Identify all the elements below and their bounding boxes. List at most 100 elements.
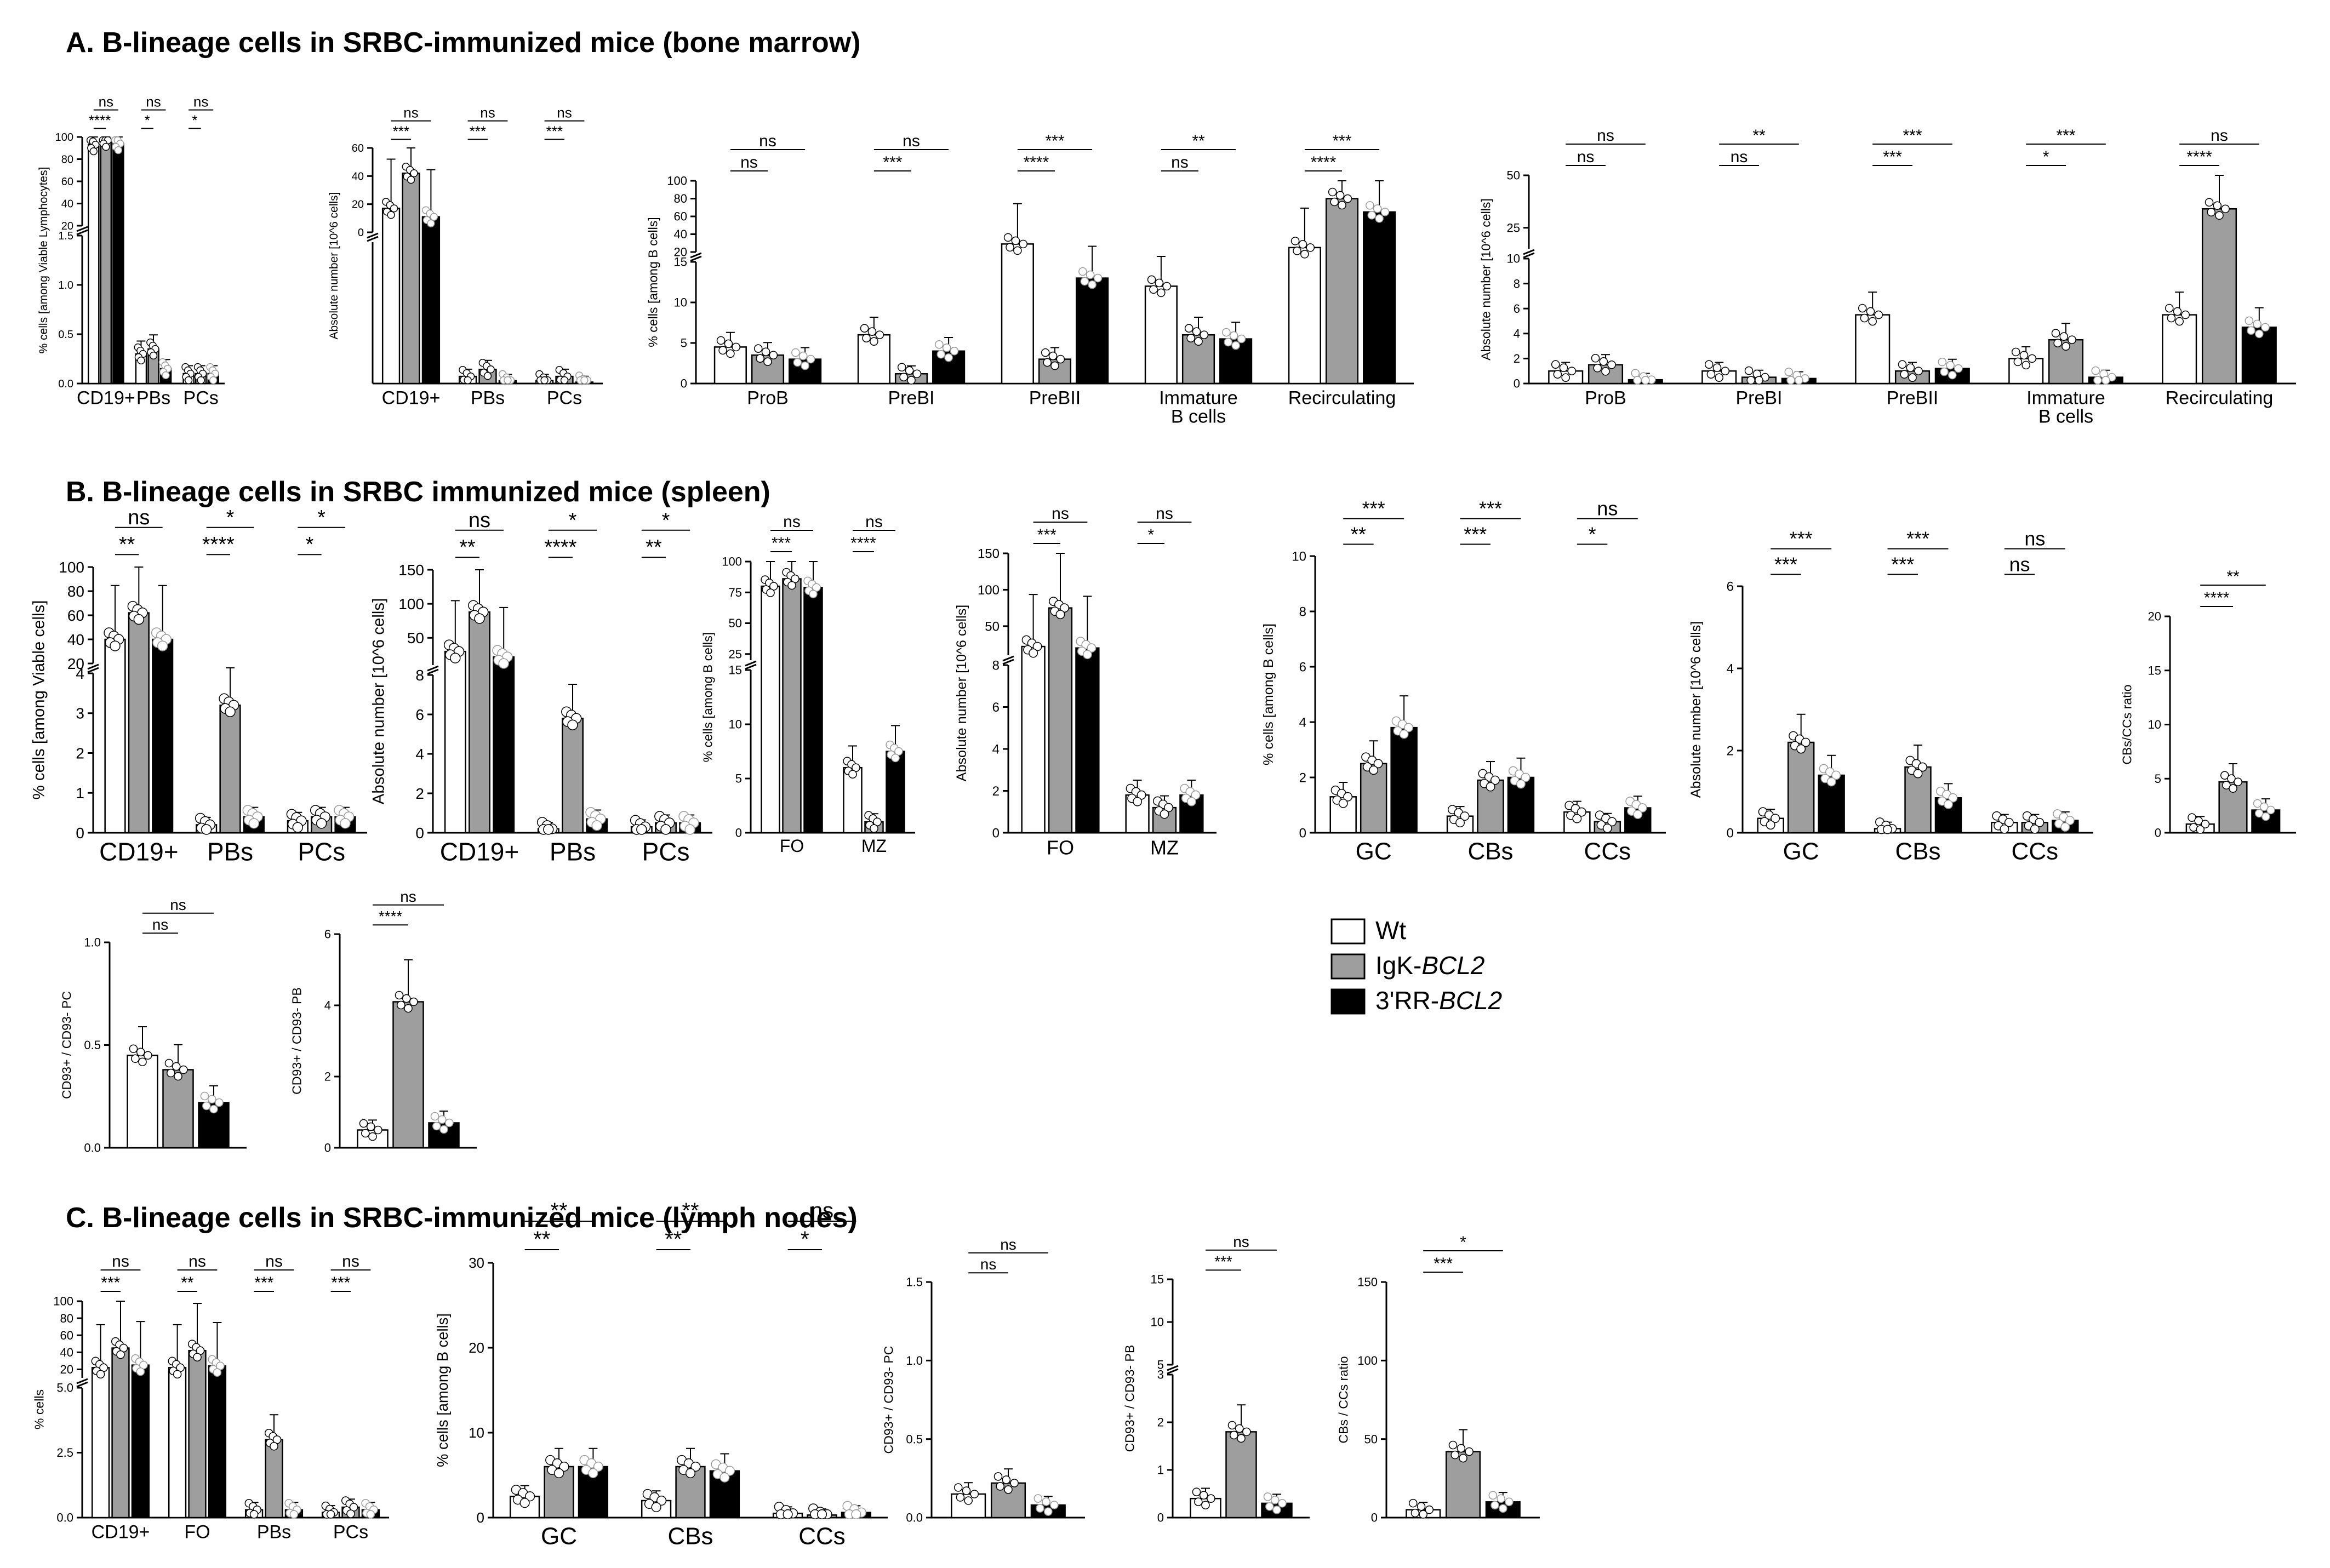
significance-label: ns (1000, 1236, 1016, 1253)
data-point (1222, 328, 1231, 337)
legend-label-igk-italic: BCL2 (1421, 951, 1484, 980)
data-point (1041, 348, 1050, 357)
data-point (1300, 250, 1309, 259)
data-point (2254, 809, 2264, 818)
data-point (1918, 762, 1927, 772)
bar-igk-bcl2 (1325, 198, 1359, 385)
data-point (848, 770, 857, 779)
data-point (651, 1502, 661, 1513)
significance-label: ns (1171, 153, 1189, 171)
data-point (543, 824, 554, 835)
data-point (2060, 822, 2070, 832)
x-tick-label: Recirculating (1288, 387, 1396, 408)
data-point (409, 997, 418, 1006)
data-point (2028, 354, 2037, 363)
data-point (1490, 1501, 1499, 1510)
significance-label: *** (1883, 148, 1902, 166)
y-tick-label: 20 (674, 245, 687, 259)
data-point (1088, 280, 1097, 289)
data-point (1419, 1510, 1427, 1519)
y-tick-label: 40 (352, 170, 364, 182)
significance-label: * (226, 506, 235, 529)
data-point (724, 339, 733, 348)
significance-label: **** (544, 536, 576, 559)
significance-label: *** (254, 1274, 273, 1292)
data-point (1343, 792, 1353, 802)
data-point (1900, 370, 1909, 379)
data-point (1954, 364, 1963, 373)
significance-label: *** (883, 153, 902, 171)
data-point (1591, 354, 1600, 363)
data-point (114, 146, 123, 154)
y-tick-label: 0.0 (56, 1511, 73, 1525)
y-tick-label: 20 (352, 199, 364, 211)
data-point (2234, 777, 2242, 786)
bar-3-rr-bcl2 (1363, 211, 1396, 385)
y-tick-label: 0.0 (906, 1511, 923, 1525)
significance-label: * (1589, 523, 1596, 545)
data-point (1293, 247, 1301, 255)
data-point (397, 1000, 406, 1010)
bar-wt (1288, 247, 1321, 385)
significance-label: *** (1214, 1253, 1232, 1270)
significance-label: *** (1037, 526, 1057, 544)
y-tick-label: 6 (1514, 302, 1520, 316)
data-point (897, 363, 906, 372)
data-point (1235, 1424, 1244, 1433)
axis-break-mark (427, 668, 439, 675)
data-point (1715, 373, 1723, 382)
x-tick-label: PreBII (1887, 387, 1938, 408)
data-point (1553, 370, 1562, 379)
significance-label: *** (1790, 528, 1813, 550)
x-tick-label: Immature (2026, 387, 2105, 408)
y-tick-label: 50 (407, 630, 424, 646)
data-point (1375, 214, 1384, 223)
y-tick-label: 60 (352, 142, 364, 154)
bar-igk-bcl2 (1225, 1431, 1257, 1519)
y-tick-label: 100 (55, 131, 73, 144)
y-tick-label: 2 (415, 785, 424, 802)
data-point (1744, 366, 1754, 375)
data-point (2035, 817, 2045, 827)
data-point (1042, 1497, 1050, 1506)
data-point (1036, 1504, 1044, 1513)
data-point (1133, 797, 1143, 806)
bar-3-rr-bcl2 (803, 587, 823, 834)
x-tick-label: CCs (1584, 838, 1631, 865)
data-point (136, 1367, 145, 1376)
y-axis-label: Absolute number [10^6 cells] (1688, 621, 1704, 798)
data-point (1448, 1440, 1458, 1450)
data-point (1450, 1450, 1460, 1460)
y-axis-label: Absolute number [10^6 cells] (1479, 198, 1493, 360)
y-axis-label: % cells [among B cells] (646, 217, 660, 347)
data-point (956, 1493, 965, 1502)
y-tick-label: 0 (681, 377, 687, 391)
data-point (1263, 1492, 1272, 1501)
bar-igk-bcl2 (162, 1069, 194, 1149)
bar-igk-bcl2 (188, 1349, 207, 1519)
axis-break-mark (76, 1378, 88, 1384)
y-tick-label: 1 (76, 785, 84, 802)
y-tick-label: 2 (1157, 1416, 1164, 1429)
bar-igk-bcl2 (100, 139, 112, 385)
x-tick-label: PCs (642, 838, 690, 866)
data-point (1944, 799, 1953, 809)
data-point (726, 349, 735, 358)
chart-a4: 0 2 4 6 8 10 25 50 Absolute number [10^6 cells] P… (1479, 127, 2296, 427)
legend-label-wt: Wt (1375, 916, 1406, 945)
data-point (1200, 330, 1209, 339)
x-tick-label: CD19+ (92, 1521, 150, 1542)
y-tick-label: 10 (2148, 718, 2161, 731)
data-point (1224, 337, 1233, 347)
significance-label: ns (865, 513, 883, 531)
significance-label: ns (1233, 1233, 1249, 1250)
data-point (2065, 816, 2075, 825)
significance-label: *** (546, 123, 563, 139)
y-tick-label: 0 (358, 227, 364, 239)
significance-label: ns (193, 94, 208, 110)
y-tick-label: 60 (67, 607, 84, 624)
x-tick-label: ProB (747, 387, 789, 408)
data-point (1455, 818, 1465, 828)
